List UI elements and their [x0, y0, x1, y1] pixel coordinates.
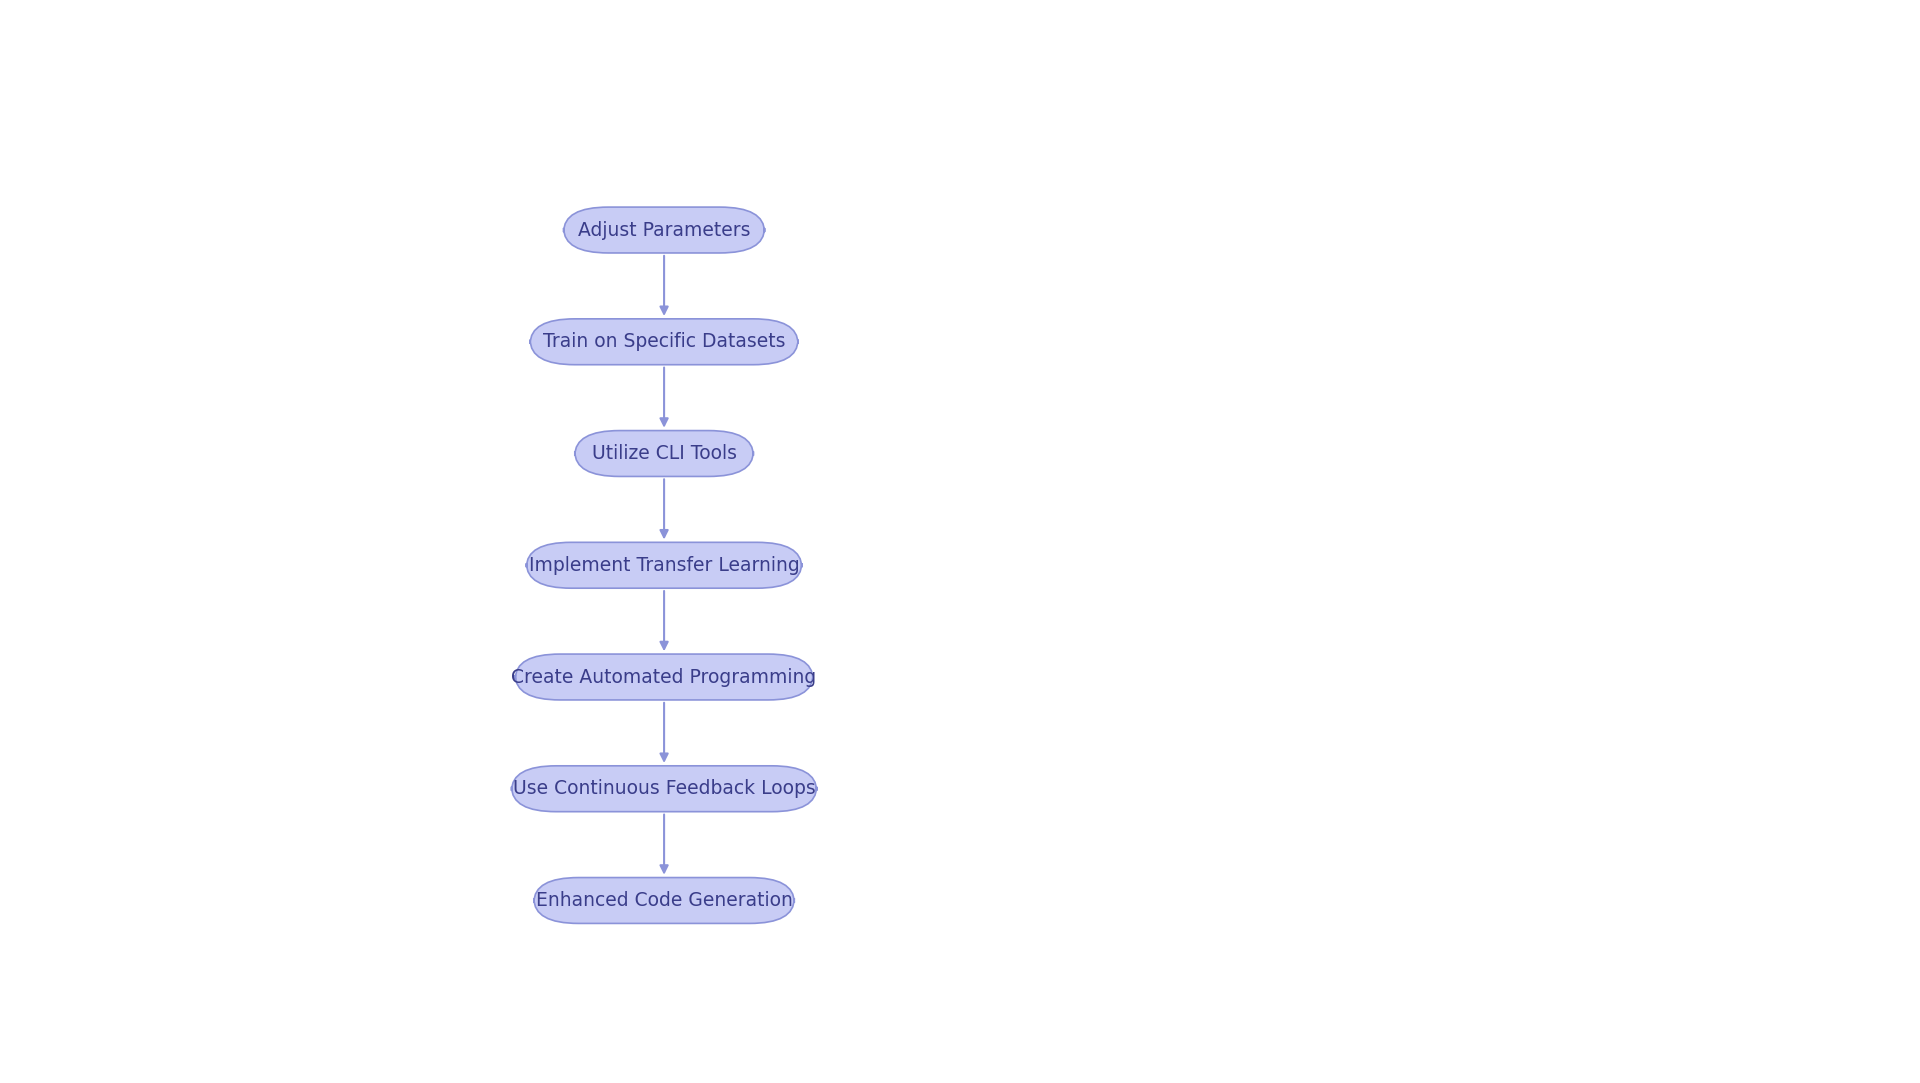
Text: Utilize CLI Tools: Utilize CLI Tools — [591, 444, 737, 464]
FancyBboxPatch shape — [526, 543, 803, 588]
FancyBboxPatch shape — [534, 877, 795, 924]
FancyBboxPatch shape — [574, 431, 753, 477]
FancyBboxPatch shape — [511, 766, 816, 811]
Text: Create Automated Programming: Create Automated Programming — [511, 667, 816, 687]
FancyBboxPatch shape — [530, 318, 799, 365]
Text: Use Continuous Feedback Loops: Use Continuous Feedback Loops — [513, 780, 816, 798]
Text: Implement Transfer Learning: Implement Transfer Learning — [528, 556, 799, 575]
FancyBboxPatch shape — [515, 654, 812, 700]
Text: Enhanced Code Generation: Enhanced Code Generation — [536, 891, 793, 910]
FancyBboxPatch shape — [564, 207, 764, 253]
Text: Adjust Parameters: Adjust Parameters — [578, 221, 751, 239]
Text: Train on Specific Datasets: Train on Specific Datasets — [543, 332, 785, 351]
